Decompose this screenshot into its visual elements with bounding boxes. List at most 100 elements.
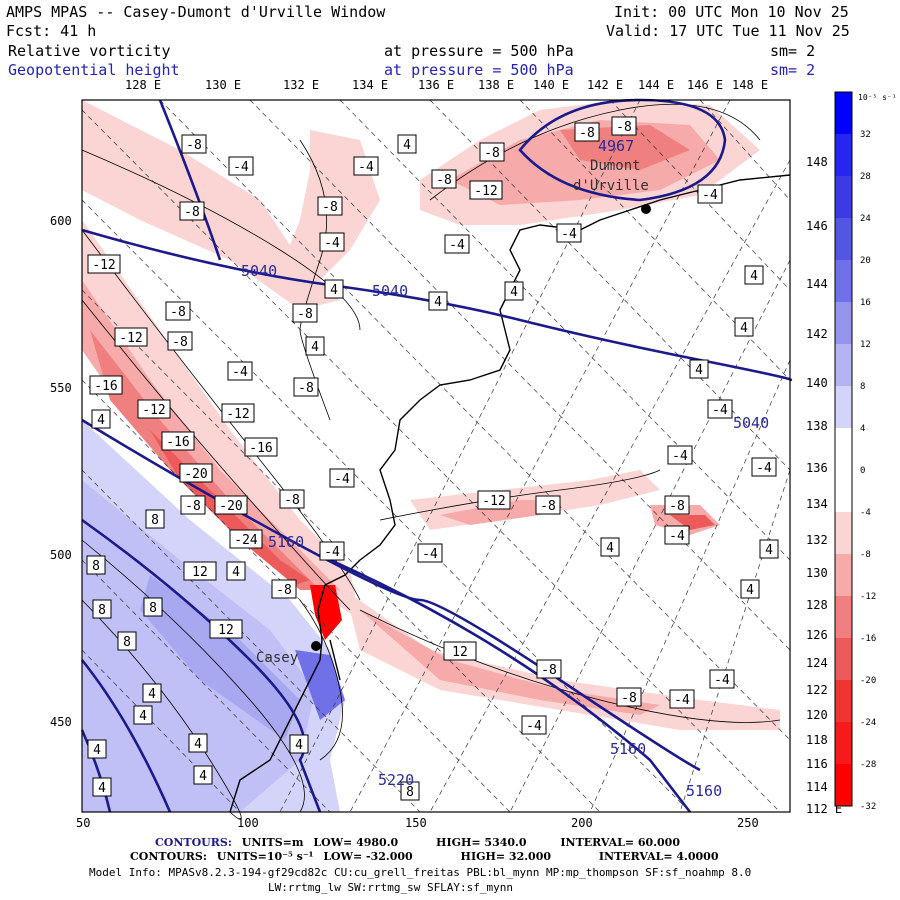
footer-contours-height: CONTOURS: UNITS=m LOW= 4980.0 HIGH= 5340… [155,836,680,849]
svg-text:-12: -12 [482,494,505,509]
svg-text:4: 4 [606,541,614,556]
svg-text:-8: -8 [322,200,338,215]
height-label: 5160 [610,740,647,758]
contour-box: -20 [214,495,248,515]
svg-text:4: 4 [311,340,319,355]
contour-box: 4 [91,409,111,429]
contour-box: 4 [87,739,107,759]
contour-box: 8 [143,597,163,617]
left-axis-label: 600 [50,214,72,228]
svg-text:8: 8 [151,513,159,528]
top-lon-label: 148 E [732,78,769,92]
field1-smoothing: sm= 2 [770,42,816,60]
svg-text:4: 4 [330,283,338,298]
svg-text:4: 4 [295,738,303,753]
station-dot-casey [311,641,321,651]
svg-text:-8: -8 [184,205,200,220]
right-lat-label: 126 E [806,628,843,642]
colorbar-swatch [835,764,852,806]
contour-box: -4 [664,525,690,545]
svg-text:-12: -12 [142,403,165,418]
right-lat-label: 116 E [806,757,843,771]
top-lon-label: 142 E [587,78,624,92]
svg-text:-16: -16 [94,379,117,394]
svg-text:4: 4 [403,138,411,153]
bottom-axis-label: 150 [405,816,427,830]
field1-name: Relative vorticity [8,42,171,60]
contour-box: 8 [145,509,165,529]
colorbar-swatch [835,428,852,470]
top-lon-label: 146 E [687,78,724,92]
bottom-axis-label: 200 [571,816,593,830]
contour-box: -4 [751,457,777,477]
contour-box: -8 [536,659,562,679]
svg-text:4: 4 [434,295,442,310]
contour-box: 4 [188,733,208,753]
contour-box: -8 [611,116,637,136]
contour-box: -8 [271,579,297,599]
contour-box: 4 [734,317,754,337]
footer-contours-vorticity: CONTOURS: UNITS=10⁻⁵ s⁻¹ LOW= -32.000 HI… [130,850,719,863]
footer-c2-interval: INTERVAL= 4.0000 [598,850,719,863]
contour-box: -8 [181,134,207,154]
height-label: 5040 [372,282,409,300]
contour-box: 12 [209,619,243,639]
svg-text:-4: -4 [702,188,718,203]
contour-box: -4 [709,669,735,689]
contour-box: -4 [227,361,253,381]
colorbar-swatch [835,596,852,638]
svg-text:-24: -24 [234,533,258,548]
height-label: 5160 [268,533,305,551]
contour-box: -12 [477,490,511,510]
place-label-dumont: Dumont [590,158,641,174]
contour-box: -8 [165,301,191,321]
svg-text:4: 4 [98,781,106,796]
right-lat-label: 120 E [806,708,843,722]
svg-text:4: 4 [695,363,703,378]
svg-text:-8: -8 [484,146,500,161]
colorbar-swatch [835,302,852,344]
contour-box: -4 [556,223,582,243]
colorbar: 32 28 24 20 16 12 8 4 0 -4 -8 -12 -16 -20 -24 -28 -32 [834,91,876,810]
top-lon-label: 138 E [478,78,515,92]
colorbar-swatch [835,260,852,302]
contour-box: -4 [521,715,547,735]
contour-box: -8 [479,142,505,162]
contour-box: -24 [229,529,263,549]
svg-text:-8: -8 [436,173,452,188]
right-lat-label: 114 E [806,780,843,794]
svg-text:4: 4 [765,543,773,558]
contour-box: -12 [221,403,255,423]
contour-box: -8 [616,687,642,707]
contour-box: -4 [319,541,345,561]
contour-box: 8 [400,781,420,801]
colorbar-tick-label: -20 [860,676,876,686]
colorbar-tick-label: 28 [860,172,871,182]
contour-box: -8 [431,169,457,189]
colorbar-frame [834,91,853,807]
footer-c1-units: UNITS=m [241,836,304,849]
contour-box: -8 [574,122,600,142]
colorbar-tick-label: 20 [860,256,871,266]
contour-box: -12 [114,327,148,347]
station-dot-dumont [641,204,651,214]
contour-box: -4 [707,399,733,419]
top-lon-label: 140 E [533,78,570,92]
svg-text:4: 4 [97,413,105,428]
svg-text:-4: -4 [324,545,340,560]
place-label-durville: d'Urville [573,178,649,194]
contour-box: -8 [279,489,305,509]
svg-text:-12: -12 [226,407,249,422]
footer-c2-units: UNITS=10⁻⁵ s⁻¹ [216,850,314,863]
svg-text:-4: -4 [669,529,685,544]
svg-text:-16: -16 [249,441,272,456]
svg-text:-8: -8 [621,691,637,706]
svg-text:-8: -8 [185,499,201,514]
contour-box: 4 [324,279,344,299]
contour-box: 12 [183,561,217,581]
contour-box: -16 [89,375,123,395]
footer-c1-high: HIGH= 5340.0 [436,836,527,849]
field2-level: at pressure = 500 hPa [384,61,574,79]
top-lon-label: 144 E [638,78,675,92]
contour-box: 4 [600,537,620,557]
